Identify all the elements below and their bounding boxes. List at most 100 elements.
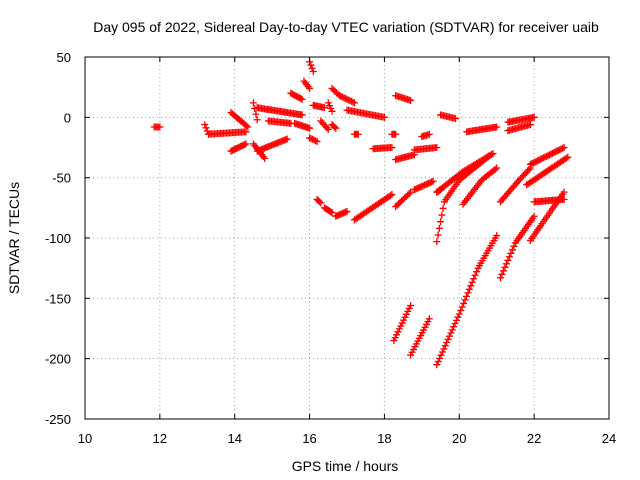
data-point-sat-c	[507, 249, 515, 257]
data-point-sat-b	[407, 188, 415, 196]
data-point-sat-c	[438, 211, 446, 219]
data-point-sat-c	[526, 164, 534, 172]
x-tick-label: 24	[602, 431, 616, 446]
data-point-sat-a	[312, 137, 320, 145]
data-point-sat-c	[425, 315, 433, 323]
data-point-sat-b	[407, 96, 415, 104]
data-point-sat-a	[342, 95, 350, 103]
data-point-sat-c	[407, 302, 415, 310]
data-point-sat-c	[468, 278, 476, 286]
data-point-sat-a	[156, 123, 164, 131]
x-tick-label: 20	[452, 431, 466, 446]
data-point-sat-a	[344, 96, 352, 104]
data-point-sat-c	[496, 274, 504, 282]
data-point-sat-a	[297, 94, 305, 102]
x-tick-label: 14	[227, 431, 241, 446]
data-point-sat-a	[307, 135, 315, 143]
data-point-sat-b	[560, 195, 568, 203]
data-point-sat-a	[306, 84, 314, 92]
data-point-sat-a	[337, 92, 345, 100]
data-point-sat-a	[340, 94, 348, 102]
y-tick-label: -250	[45, 412, 71, 427]
data-point-sat-c	[458, 303, 466, 311]
data-point-sat-c	[530, 212, 538, 220]
data-point-sat-c	[434, 358, 442, 366]
data-point-sat-c	[440, 345, 448, 353]
data-point-sat-b	[493, 123, 501, 131]
y-tick-label: -100	[45, 231, 71, 246]
data-point-sat-c	[505, 253, 513, 261]
data-point-sat-c	[450, 323, 458, 331]
data-point-sat-b	[530, 113, 538, 121]
data-point-sat-a	[249, 99, 257, 107]
data-point-sat-b	[388, 144, 396, 151]
data-point-sat-c	[452, 316, 460, 324]
y-tick-label: -50	[52, 171, 71, 186]
data-point-sat-a	[244, 123, 252, 131]
data-point-sat-c	[438, 348, 446, 356]
data-point-sat-a	[313, 137, 321, 145]
data-point-sat-c	[461, 296, 469, 304]
data-point-sat-a	[252, 110, 260, 118]
data-point-sat-c	[467, 282, 475, 290]
data-point-sat-a	[328, 107, 336, 115]
data-point-sat-a	[310, 136, 318, 144]
y-tick-label: 0	[64, 110, 71, 125]
data-point-sat-c	[489, 150, 497, 158]
data-point-sat-a	[309, 67, 317, 75]
data-point-sat-c	[460, 299, 468, 307]
data-point-sat-b	[560, 188, 568, 196]
data-point-sat-a	[241, 141, 249, 149]
data-point-sat-b	[562, 154, 570, 162]
data-point-sat-a	[242, 128, 250, 136]
data-point-sat-b	[559, 144, 567, 152]
data-point-sat-a	[346, 97, 354, 105]
data-point-sat-a	[242, 122, 250, 130]
data-point-sat-a	[339, 93, 347, 101]
data-point-sat-a	[380, 113, 388, 121]
data-point-sat-b	[405, 190, 413, 198]
data-point-sat-c	[443, 339, 451, 347]
x-tick-label: 16	[302, 431, 316, 446]
data-point-sat-a	[336, 92, 344, 100]
x-tick-label: 10	[78, 431, 92, 446]
y-tick-label: 50	[57, 50, 71, 65]
data-point-sat-b	[327, 208, 335, 216]
data-point-sat-c	[487, 150, 495, 158]
data-point-sat-a	[309, 135, 317, 143]
x-axis-label: GPS time / hours	[292, 458, 399, 474]
y-tick-label: -150	[45, 291, 71, 306]
x-tick-label: 18	[377, 431, 391, 446]
data-point-sat-a	[201, 121, 209, 129]
data-point-sat-a	[343, 95, 351, 103]
data-point-sat-c	[447, 329, 455, 337]
data-point-sat-a	[324, 125, 332, 133]
data-point-sat-c	[437, 218, 445, 226]
data-point-sat-b	[316, 198, 324, 206]
data-point-sat-c	[508, 246, 516, 254]
data-point-sat-c	[493, 164, 501, 172]
data-point-sat-c	[451, 320, 459, 328]
data-point-sat-c	[444, 335, 452, 343]
data-point-sat-c	[437, 186, 445, 194]
data-point-sat-a	[306, 124, 314, 132]
data-point-sat-a	[331, 123, 339, 131]
data-point-sat-c	[502, 260, 510, 268]
data-point-sat-a	[307, 61, 315, 69]
axis-ticks: 10 12 14 16 18 20 22 24 50 0 -50 -100 -150 -200 -250	[45, 50, 616, 446]
data-point-sat-c	[434, 231, 442, 239]
data-point-sat-c	[445, 332, 453, 340]
data-point-sat-c	[437, 351, 445, 359]
data-point-sat-b	[429, 177, 437, 185]
data-marks	[150, 58, 572, 369]
data-point-sat-c	[525, 166, 533, 174]
data-point-sat-c	[435, 187, 443, 195]
data-point-sat-c	[433, 361, 441, 369]
data-point-sat-b	[328, 209, 336, 217]
data-point-sat-c	[457, 306, 465, 314]
data-point-sat-a	[308, 64, 316, 72]
data-point-sat-a	[350, 99, 358, 107]
data-point-sat-c	[491, 165, 499, 173]
data-point-sat-b	[526, 121, 534, 129]
